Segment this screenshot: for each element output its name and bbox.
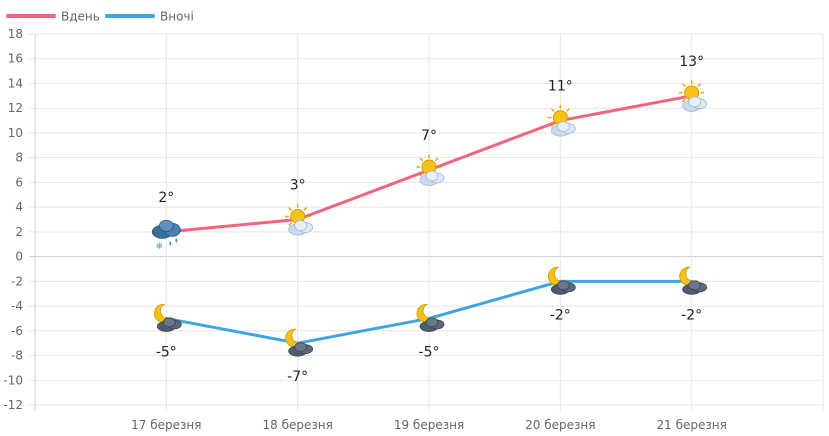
y-tick-label: -6: [11, 324, 23, 338]
legend-item-night[interactable]: Вночі: [105, 10, 194, 24]
data-label: 11°: [548, 79, 573, 95]
data-label: -7°: [287, 369, 308, 385]
cloud-shape: [158, 219, 174, 232]
y-tick-label: 8: [15, 151, 23, 165]
sun-cloud-icon: [416, 154, 445, 186]
x-tick-label: 17 березня: [131, 418, 201, 432]
y-tick-label: 6: [15, 175, 23, 189]
series-day: ❄ 2° 3° 7° 11° 13°: [151, 54, 708, 252]
series-night: -5° -7° -5° -2° -2°: [153, 266, 708, 385]
series-layer: ❄ 2° 3° 7° 11° 13° -5° -7° -5° -2° -2°: [151, 54, 708, 385]
legend-label: Вдень: [61, 10, 100, 24]
y-tick-label: 0: [15, 250, 23, 264]
y-tick-label: 2: [15, 225, 23, 239]
y-tick-label: 4: [15, 200, 23, 214]
snowflake-shape: ❄: [156, 242, 164, 252]
y-tick-label: 12: [8, 101, 23, 115]
data-label: -2°: [681, 307, 702, 323]
y-tick-label: 14: [8, 76, 23, 90]
legend: Вдень Вночі: [6, 10, 194, 24]
y-tick-label: -2: [11, 274, 23, 288]
sun-cloud-icon: [547, 104, 576, 137]
raindrop-shape: [169, 240, 172, 246]
data-label: 3°: [290, 178, 306, 194]
data-label: -2°: [550, 307, 571, 323]
y-tick-label: -8: [11, 349, 23, 363]
data-label: -5°: [156, 344, 177, 360]
moon-cloud-icon: [285, 328, 314, 357]
cloud-shape: [682, 96, 708, 112]
moon-cloud-icon: [153, 303, 182, 332]
y-tick-label: -10: [3, 373, 23, 387]
y-tick-label: 10: [8, 126, 23, 140]
y-tick-label: -4: [11, 299, 23, 313]
y-tick-label: -12: [3, 398, 23, 412]
data-label: 7°: [421, 128, 437, 144]
rain-snow-cloud-icon: ❄: [151, 219, 181, 252]
data-label: -5°: [419, 344, 440, 360]
x-tick-label: 21 березня: [657, 418, 727, 432]
moon-cloud-icon: [416, 303, 445, 332]
x-tick-label: 18 березня: [263, 418, 333, 432]
data-label: 13°: [679, 54, 704, 70]
cloud-shape: [288, 220, 314, 236]
legend-label: Вночі: [160, 10, 194, 24]
x-tick-label: 20 березня: [525, 418, 595, 432]
moon-cloud-icon: [679, 266, 708, 295]
data-label: 2°: [158, 190, 174, 206]
raindrop-shape: [175, 237, 178, 243]
legend-item-day[interactable]: Вдень: [6, 10, 100, 24]
axis-layer: 18 16 14 12 10 8 6 4 2 0 -2 -4 -6 -8 -10 -12 17 березня 1…: [3, 27, 726, 432]
y-tick-label: 16: [8, 52, 23, 66]
x-tick-label: 19 березня: [394, 418, 464, 432]
y-tick-label: 18: [8, 27, 23, 41]
